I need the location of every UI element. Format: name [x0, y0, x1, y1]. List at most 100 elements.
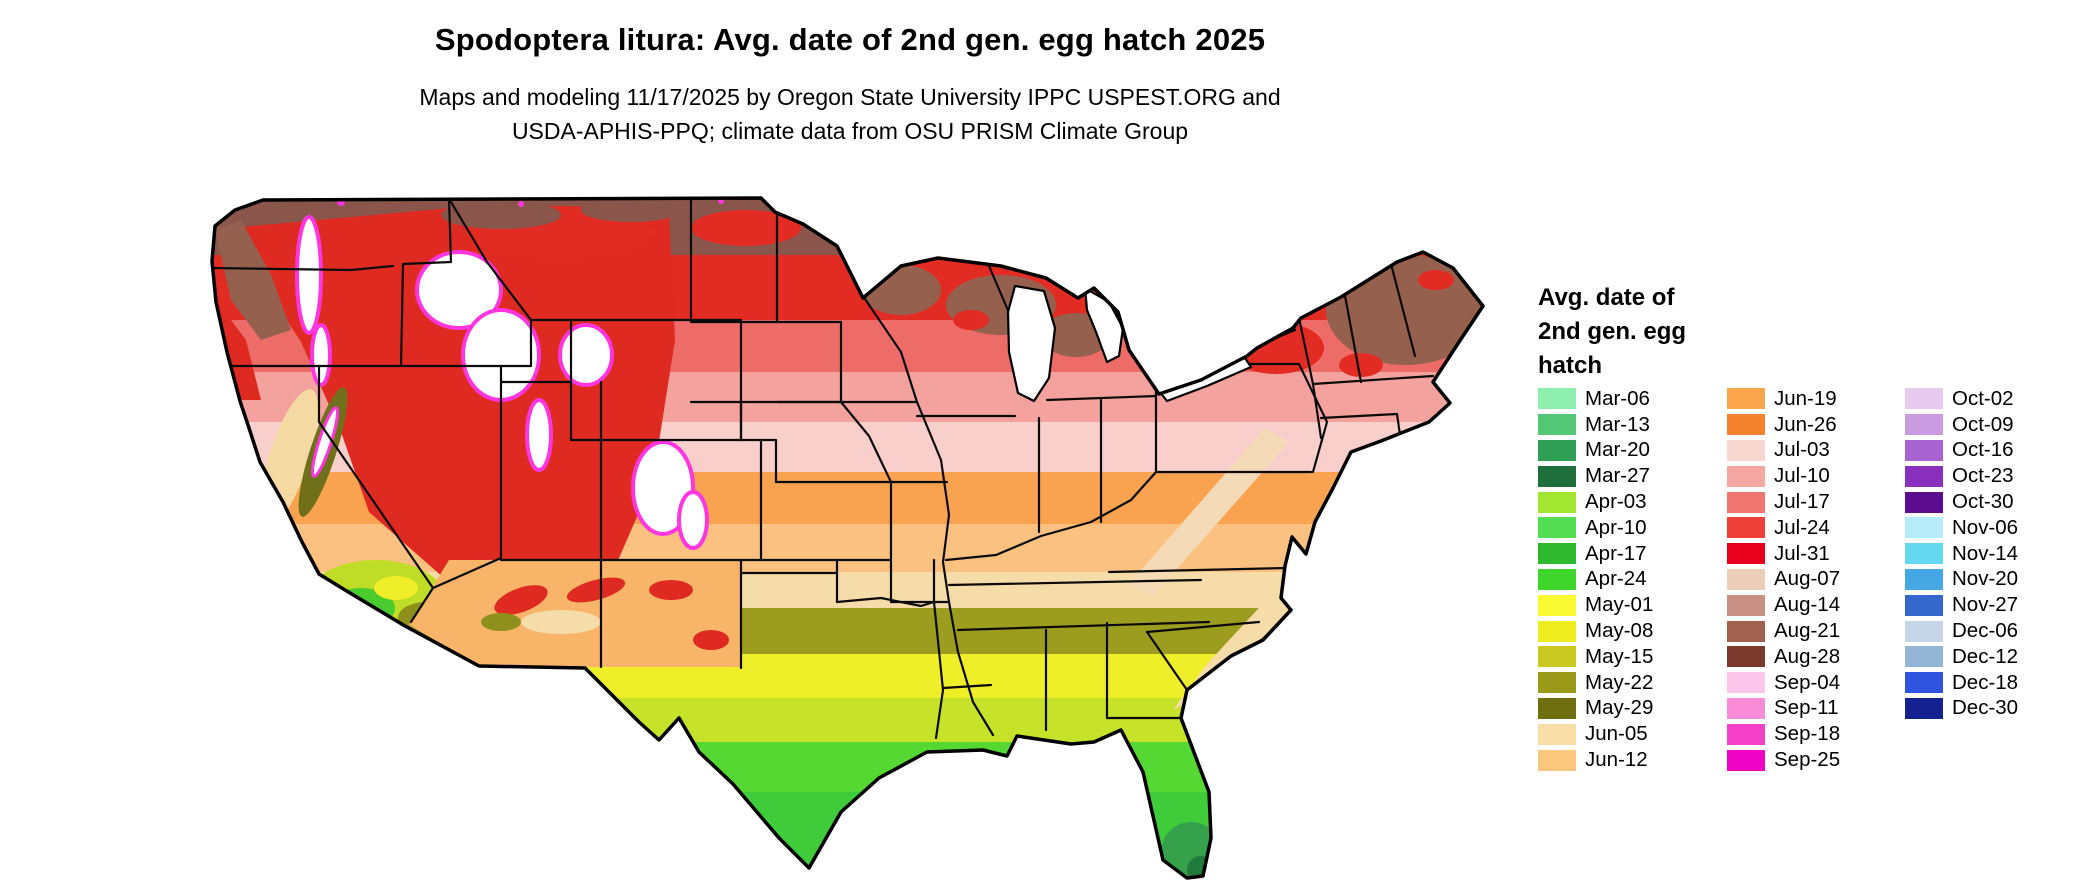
legend-date-label: Aug-14	[1774, 593, 1841, 617]
legend-entry: Aug-21	[1727, 618, 1840, 644]
country-outline	[210, 196, 1485, 880]
legend-entry: Jun-19	[1727, 386, 1840, 412]
legend-color-swatch	[1538, 749, 1576, 771]
legend-date-label: Oct-23	[1952, 464, 2014, 488]
legend-entry: Nov-20	[1905, 567, 2018, 593]
legend-color-swatch	[1905, 414, 1943, 436]
legend-color-swatch	[1905, 594, 1943, 616]
legend-date-label: Dec-18	[1952, 670, 2019, 694]
legend-date-label: Mar-13	[1585, 412, 1650, 436]
legend-entry: Sep-25	[1727, 747, 1840, 773]
legend-entry: Jul-24	[1727, 515, 1840, 541]
legend-color-swatch	[1727, 620, 1765, 642]
legend-color-swatch	[1538, 543, 1576, 565]
legend-date-label: Nov-14	[1952, 541, 2019, 565]
west-overlays	[215, 198, 801, 667]
legend-title-line-1: Avg. date of	[1538, 284, 1675, 311]
legend-color-swatch	[1905, 543, 1943, 565]
legend-entry: Jul-10	[1727, 463, 1840, 489]
legend-color-swatch	[1538, 672, 1576, 694]
legend-date-label: Jul-24	[1774, 515, 1830, 539]
legend-color-swatch	[1905, 388, 1943, 410]
legend-entry: Oct-16	[1905, 438, 2018, 464]
legend-entry: Apr-03	[1538, 489, 1653, 515]
legend-date-label: Sep-11	[1774, 696, 1839, 720]
legend-entry: Sep-11	[1727, 696, 1840, 722]
legend-color-swatch	[1727, 672, 1765, 694]
legend-color-swatch	[1727, 697, 1765, 719]
legend-entry: Jul-31	[1727, 541, 1840, 567]
legend-entry: Jul-17	[1727, 489, 1840, 515]
page-title: Spodoptera litura: Avg. date of 2nd gen.…	[434, 22, 1266, 57]
legend-entry: Apr-10	[1538, 515, 1653, 541]
legend-color-swatch	[1727, 723, 1765, 745]
legend-date-label: Apr-17	[1585, 541, 1647, 565]
legend-color-swatch	[1538, 723, 1576, 745]
legend-entry: May-22	[1538, 670, 1653, 696]
legend-color-swatch	[1727, 543, 1765, 565]
legend-date-label: Jun-05	[1585, 722, 1648, 746]
legend-date-label: Sep-25	[1774, 748, 1841, 772]
legend-date-label: Jul-03	[1774, 438, 1830, 462]
legend-color-swatch	[1905, 646, 1943, 668]
legend-entry: Mar-06	[1538, 386, 1653, 412]
state-borders	[212, 198, 1435, 740]
legend-date-label: Jul-17	[1774, 490, 1830, 514]
legend-date-label: Sep-18	[1774, 722, 1841, 746]
legend-date-label: Oct-09	[1952, 412, 2014, 436]
legend-entry: Oct-23	[1905, 463, 2018, 489]
legend-entry: Jun-12	[1538, 747, 1653, 773]
legend-entry: Dec-12	[1905, 644, 2018, 670]
legend-date-label: Aug-07	[1774, 567, 1841, 591]
legend-color-swatch	[1538, 517, 1576, 539]
legend-title-line-2: 2nd gen. egg	[1538, 318, 1687, 345]
legend-color-swatch	[1538, 568, 1576, 590]
legend-entry: Mar-13	[1538, 412, 1653, 438]
legend-date-label: Mar-06	[1585, 386, 1650, 410]
legend-date-label: Dec-06	[1952, 619, 2019, 643]
legend-color-swatch	[1727, 414, 1765, 436]
legend-date-label: Apr-03	[1585, 490, 1647, 514]
legend-color-swatch	[1538, 646, 1576, 668]
legend-color-swatch	[1727, 568, 1765, 590]
legend-color-swatch	[1727, 439, 1765, 461]
subtitle-line-2: USDA-APHIS-PPQ; climate data from OSU PR…	[511, 118, 1189, 144]
legend-date-label: Apr-24	[1585, 567, 1647, 591]
legend-color-swatch	[1538, 491, 1576, 513]
legend-date-label: Oct-16	[1952, 438, 2014, 462]
subtitle-line-1: Maps and modeling 11/17/2025 by Oregon S…	[419, 84, 1281, 110]
us-map-svg	[210, 196, 1485, 880]
legend-date-label: Jun-26	[1774, 412, 1837, 436]
legend-date-label: Nov-27	[1952, 593, 2019, 617]
map-fill-layers	[212, 198, 1483, 878]
legend-entry: Aug-14	[1727, 592, 1840, 618]
legend-color-swatch	[1905, 672, 1943, 694]
legend-date-label: Jul-31	[1774, 541, 1830, 565]
legend-color-swatch	[1727, 517, 1765, 539]
legend-date-label: Jun-19	[1774, 386, 1837, 410]
legend-date-label: May-29	[1585, 696, 1654, 720]
legend-entry: Aug-07	[1727, 567, 1840, 593]
subtitle: Maps and modeling 11/17/2025 by Oregon S…	[0, 80, 1700, 148]
legend-date-label: Dec-30	[1952, 696, 2019, 720]
legend-date-label: May-22	[1585, 670, 1654, 694]
legend-column-1: Mar-06 Mar-13 Mar-20 Mar-27 Apr-03 Apr-10 Apr-…	[1538, 386, 1653, 773]
legend-date-label: Aug-21	[1774, 619, 1841, 643]
legend-column-3: Oct-02 Oct-09 Oct-16 Oct-23 Oct-30 Nov-06 Nov-…	[1905, 386, 2018, 721]
legend-date-label: Aug-28	[1774, 644, 1841, 668]
legend-entry: Oct-09	[1905, 412, 2018, 438]
legend-date-label: May-08	[1585, 619, 1654, 643]
legend-date-label: Nov-20	[1952, 567, 2019, 591]
legend-color-swatch	[1538, 388, 1576, 410]
us-choropleth-map	[201, 170, 1501, 892]
legend-entry: Nov-27	[1905, 592, 2018, 618]
legend-color-swatch	[1905, 517, 1943, 539]
legend-color-swatch	[1538, 465, 1576, 487]
legend-color-swatch	[1727, 749, 1765, 771]
legend-title-line-3: hatch	[1538, 352, 1603, 379]
legend-color-swatch	[1538, 620, 1576, 642]
legend-color-swatch	[1727, 491, 1765, 513]
legend-entry: May-08	[1538, 618, 1653, 644]
legend-color-swatch	[1905, 620, 1943, 642]
